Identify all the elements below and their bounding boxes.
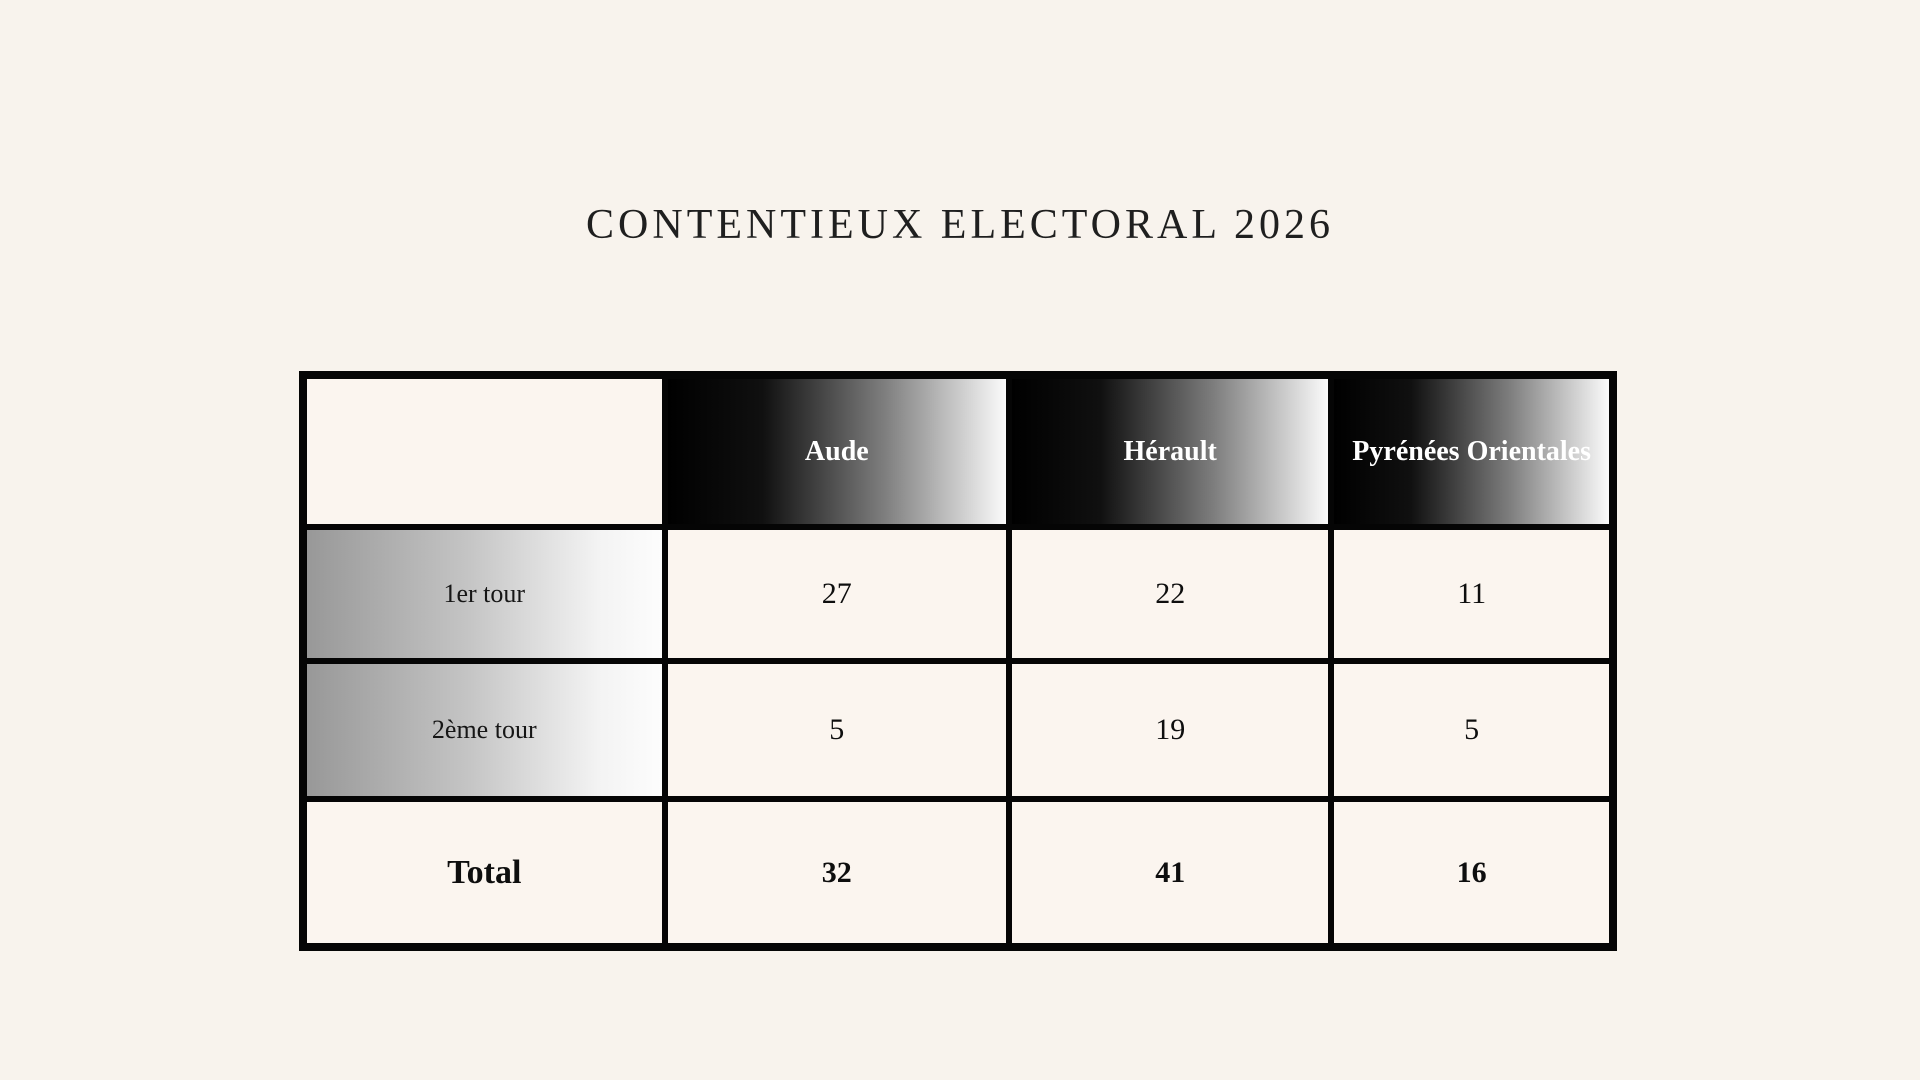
value-2eme-tour-aude: 5: [661, 658, 1013, 802]
column-header-aude: Aude: [661, 372, 1013, 530]
value-1er-tour-pyrenees-orientales: 11: [1328, 524, 1616, 664]
row-label-1er-tour: 1er tour: [300, 524, 668, 664]
table-row-2eme-tour: 2ème tour 5 19 5: [300, 658, 1616, 802]
value-2eme-tour-herault: 19: [1006, 658, 1335, 802]
row-label-2eme-tour: 2ème tour: [300, 658, 668, 802]
table-row-total: Total 32 41 16: [300, 796, 1616, 950]
corner-cell: [300, 372, 668, 530]
value-total-herault: 41: [1006, 796, 1335, 950]
value-2eme-tour-pyrenees-orientales: 5: [1328, 658, 1616, 802]
electoral-table: Aude Hérault Pyrénées Orientales 1er tou…: [299, 371, 1617, 951]
column-header-herault: Hérault: [1006, 372, 1335, 530]
row-label-total: Total: [300, 796, 668, 950]
value-total-aude: 32: [661, 796, 1013, 950]
value-1er-tour-herault: 22: [1006, 524, 1335, 664]
page-title: CONTENTIEUX ELECTORAL 2026: [586, 202, 1334, 248]
table-header-row: Aude Hérault Pyrénées Orientales: [300, 372, 1616, 530]
value-1er-tour-aude: 27: [661, 524, 1013, 664]
value-total-pyrenees-orientales: 16: [1328, 796, 1616, 950]
column-header-pyrenees-orientales: Pyrénées Orientales: [1328, 372, 1616, 530]
table-row-1er-tour: 1er tour 27 22 11: [300, 524, 1616, 664]
